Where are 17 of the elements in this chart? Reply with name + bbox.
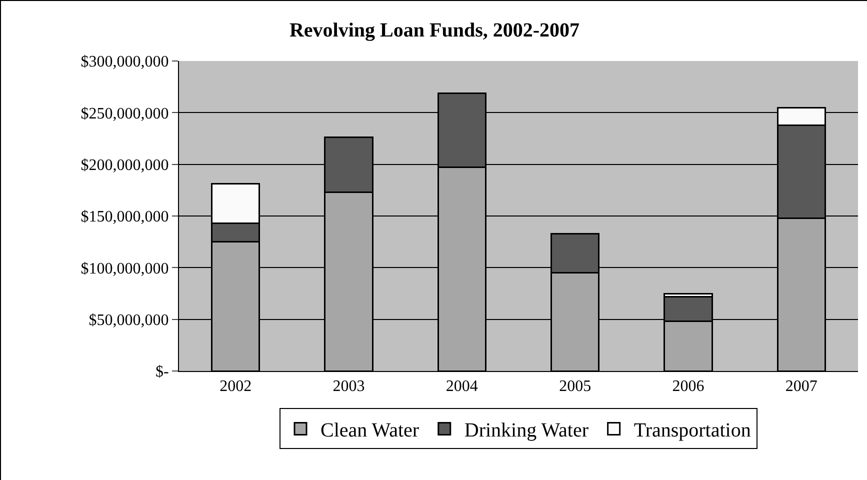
legend-label: Transportation	[634, 420, 751, 442]
y-tick-label: $300,000,000	[80, 54, 169, 71]
y-tick-label: $250,000,000	[80, 105, 169, 122]
legend-label: Clean Water	[320, 420, 420, 442]
x-tick-label: 2002	[220, 378, 252, 396]
x-tick-label: 2004	[446, 378, 478, 396]
y-tick-label: $100,000,000	[80, 260, 169, 278]
x-tick-label: 2006	[672, 378, 704, 396]
y-tick-label: $150,000,000	[80, 208, 169, 226]
x-tick-label: 2007	[785, 378, 818, 396]
y-tick-label: $50,000,000	[88, 312, 169, 329]
x-tick-label: 2003	[332, 378, 365, 396]
chart-title: Revolving Loan Funds, 2002-2007	[289, 20, 580, 42]
y-tick-label: $200,000,000	[80, 156, 169, 174]
legend-label: Drinking Water	[464, 420, 589, 442]
x-tick-label: 2005	[559, 378, 592, 396]
y-tick-label: $-	[155, 364, 169, 381]
